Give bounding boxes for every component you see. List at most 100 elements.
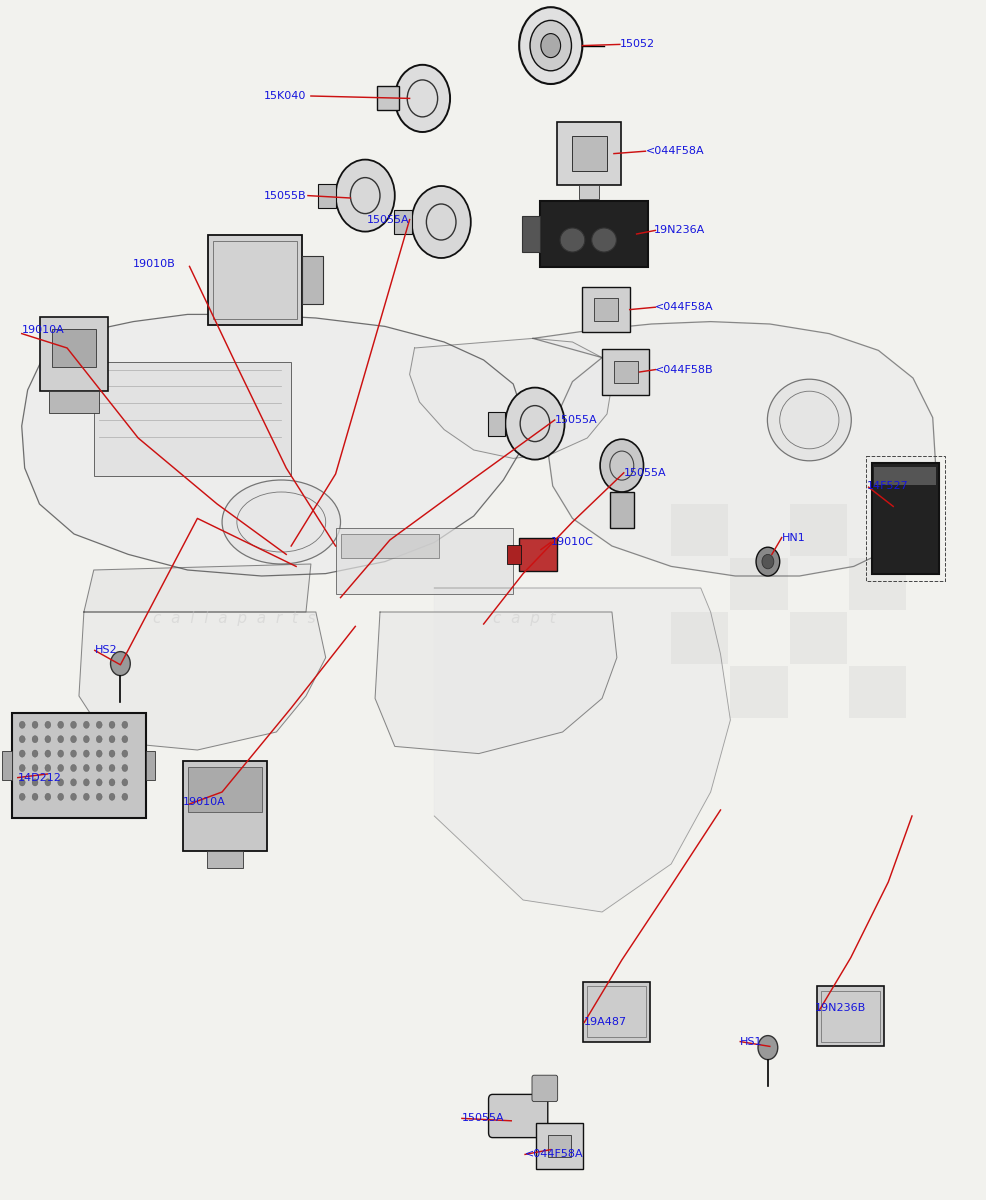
Circle shape — [32, 793, 37, 800]
Bar — [848, 558, 905, 610]
Circle shape — [83, 779, 89, 786]
Circle shape — [761, 554, 773, 569]
Circle shape — [32, 736, 37, 743]
Circle shape — [32, 764, 37, 772]
Text: 14F527: 14F527 — [866, 481, 907, 491]
Circle shape — [108, 721, 114, 728]
Circle shape — [108, 779, 114, 786]
Circle shape — [83, 750, 89, 757]
Bar — [94, 362, 291, 476]
Circle shape — [45, 736, 51, 743]
Text: c  a  p  t: c a p t — [493, 611, 555, 625]
Circle shape — [83, 764, 89, 772]
Circle shape — [540, 34, 560, 58]
Text: 19010A: 19010A — [22, 325, 64, 335]
Polygon shape — [409, 338, 611, 458]
Text: <044F58A: <044F58A — [645, 146, 703, 156]
Circle shape — [97, 750, 103, 757]
Ellipse shape — [766, 379, 850, 461]
Circle shape — [20, 793, 25, 800]
Bar — [730, 666, 787, 718]
Bar — [547, 1134, 571, 1157]
Circle shape — [20, 721, 25, 728]
Bar — [52, 329, 96, 367]
Bar — [582, 287, 629, 332]
Bar — [207, 852, 243, 869]
Polygon shape — [84, 564, 311, 612]
Bar — [820, 991, 880, 1042]
Text: 19010C: 19010C — [550, 538, 593, 547]
Circle shape — [45, 721, 51, 728]
Text: 19010B: 19010B — [133, 259, 176, 269]
Circle shape — [108, 750, 114, 757]
Bar — [519, 538, 556, 571]
Circle shape — [32, 779, 37, 786]
Bar — [393, 210, 411, 234]
Bar — [335, 528, 513, 594]
Text: 19N236A: 19N236A — [653, 226, 704, 235]
Circle shape — [71, 793, 77, 800]
Circle shape — [57, 793, 63, 800]
Bar — [146, 751, 156, 780]
Circle shape — [411, 186, 470, 258]
Bar — [730, 558, 787, 610]
Polygon shape — [532, 322, 935, 576]
Circle shape — [97, 721, 103, 728]
Circle shape — [71, 779, 77, 786]
Circle shape — [122, 721, 128, 728]
Bar — [522, 216, 539, 252]
FancyBboxPatch shape — [531, 1075, 557, 1102]
Circle shape — [32, 721, 37, 728]
Circle shape — [519, 7, 582, 84]
Bar — [613, 360, 637, 383]
Ellipse shape — [591, 228, 615, 252]
Circle shape — [83, 736, 89, 743]
Bar — [609, 492, 633, 528]
Circle shape — [20, 764, 25, 772]
Text: 15055A: 15055A — [367, 215, 409, 224]
Circle shape — [57, 764, 63, 772]
Bar — [2, 751, 12, 780]
Circle shape — [71, 764, 77, 772]
Bar — [213, 240, 297, 318]
Bar — [571, 137, 606, 170]
Circle shape — [83, 721, 89, 728]
Bar — [670, 612, 728, 664]
Text: 15055A: 15055A — [554, 415, 597, 425]
Circle shape — [394, 65, 450, 132]
Text: 19A487: 19A487 — [584, 1018, 627, 1027]
Circle shape — [335, 160, 394, 232]
Circle shape — [32, 750, 37, 757]
Text: HS2: HS2 — [95, 646, 117, 655]
Bar — [187, 768, 262, 812]
Circle shape — [45, 764, 51, 772]
Bar — [816, 986, 883, 1046]
Circle shape — [97, 779, 103, 786]
Bar — [587, 986, 646, 1037]
Circle shape — [71, 736, 77, 743]
Bar — [594, 298, 617, 322]
Bar — [789, 612, 846, 664]
Circle shape — [20, 779, 25, 786]
Bar — [848, 666, 905, 718]
Bar — [579, 185, 599, 199]
Text: 19N236B: 19N236B — [814, 1003, 866, 1013]
Text: <044F58A: <044F58A — [655, 302, 713, 312]
Circle shape — [122, 736, 128, 743]
Circle shape — [57, 779, 63, 786]
Polygon shape — [79, 612, 325, 750]
Text: 15055B: 15055B — [263, 191, 306, 200]
Bar — [302, 256, 322, 304]
Circle shape — [97, 764, 103, 772]
Circle shape — [20, 736, 25, 743]
Circle shape — [122, 779, 128, 786]
Circle shape — [122, 750, 128, 757]
Circle shape — [122, 764, 128, 772]
Circle shape — [45, 779, 51, 786]
Bar — [317, 184, 335, 208]
Ellipse shape — [222, 480, 340, 564]
Bar — [539, 200, 648, 266]
Circle shape — [71, 750, 77, 757]
Circle shape — [45, 793, 51, 800]
Circle shape — [122, 793, 128, 800]
